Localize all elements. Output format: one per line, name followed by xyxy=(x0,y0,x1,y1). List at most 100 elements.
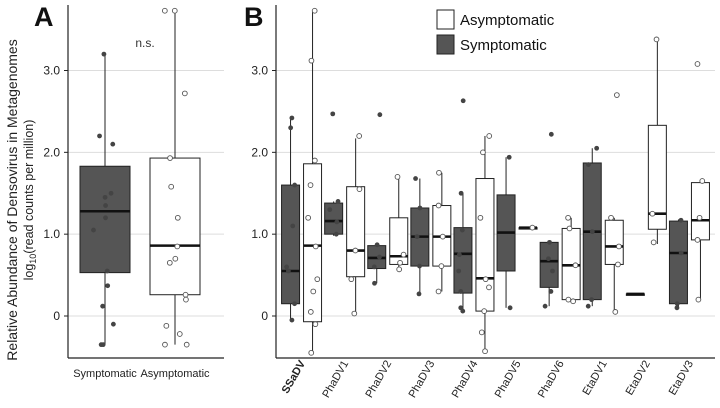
panel-a-asymptomatic-point xyxy=(183,341,190,348)
data-points xyxy=(91,7,706,356)
panel-a-symptomatic-point xyxy=(110,321,116,327)
panel-b-ytick-label: 1.0 xyxy=(251,227,268,241)
panel-b-etadv3-asymptomatic-point xyxy=(694,237,701,243)
panel-b-ssadv-asymptomatic-point xyxy=(308,57,315,64)
y-axis-title: Relative Abundance of Densovirus in Meta… xyxy=(4,39,20,360)
panel-a-symptomatic-category-label: Symptomatic xyxy=(73,368,137,380)
axes xyxy=(64,5,715,359)
panel-b-phadv2-asymptomatic-point xyxy=(400,251,407,258)
panel-b-phadv2-asymptomatic-point xyxy=(397,259,403,266)
panel-a-ytick-label: 3.0 xyxy=(43,64,60,78)
panel-b-phadv5-category-label: PhaDV5 xyxy=(493,359,524,400)
boxplots xyxy=(79,10,710,353)
panel-b-phadv4-symptomatic-point xyxy=(456,252,462,258)
panel-a-symptomatic-point xyxy=(104,268,110,274)
panel-b-etadv3-asymptomatic-point xyxy=(695,296,702,303)
panel-b-phadv1-symptomatic-point xyxy=(334,219,340,225)
panel-b-etadv3-symptomatic-point xyxy=(674,305,680,311)
panel-b-ssadv-asymptomatic-point xyxy=(307,182,314,188)
panel-b-ssadv-symptomatic-point xyxy=(289,317,295,323)
panel-b-etadv3-asymptomatic-point xyxy=(694,61,701,67)
panel-b-phadv1-symptomatic-point xyxy=(333,231,339,237)
panel-b-etadv1-asymptomatic-point xyxy=(616,243,622,250)
panel-b-ssadv-symptomatic-point xyxy=(292,182,298,188)
panel-b-etadv1-asymptomatic-point xyxy=(608,214,614,221)
panel-b-phadv1-category-label: PhaDV1 xyxy=(320,359,351,400)
panel-b-phadv4-asymptomatic-point xyxy=(481,308,488,314)
panel-b-etadv3-symptomatic-box xyxy=(668,220,688,305)
panel-b-phadv1-asymptomatic-point xyxy=(352,247,359,254)
panel-a-asymptomatic-point xyxy=(171,7,178,14)
panel-b-phadv6-category-label: PhaDV6 xyxy=(536,359,567,400)
panel-b-phadv4-asymptomatic-point xyxy=(478,329,485,336)
panel-b-phadv4-asymptomatic-point xyxy=(480,149,486,156)
panel-b-phadv5-asymptomatic-point xyxy=(529,224,536,231)
panel-b-etadv2-category-label: EtaDV2 xyxy=(624,359,653,398)
panel-b-etadv2-asymptomatic-box xyxy=(647,124,667,230)
panel-b-ssadv-symptomatic-point xyxy=(290,223,296,229)
panel-b-etadv1-asymptomatic-box xyxy=(604,219,624,265)
panel-b-phadv2-category-label: PhaDV2 xyxy=(363,359,394,400)
panel-b-phadv6-symptomatic-box xyxy=(539,241,559,288)
panel-a-asymptomatic-point xyxy=(183,296,189,303)
panel-b-phadv1-asymptomatic-point xyxy=(356,186,363,193)
panel-b-etadv1-symptomatic-point xyxy=(585,303,591,309)
panel-b-ssadv-symptomatic-point xyxy=(289,115,295,121)
panel-b-phadv6-symptomatic-point xyxy=(547,239,552,245)
panel-b-phadv1-symptomatic-point xyxy=(335,199,341,204)
panel-b-etadv2-asymptomatic-point xyxy=(653,36,660,43)
panel-b-ssadv-asymptomatic-box xyxy=(303,163,323,323)
panel-a-symptomatic-point xyxy=(101,51,107,57)
panel-b-phadv1-symptomatic-point xyxy=(327,207,333,213)
panel-b-phadv1-asymptomatic-point xyxy=(351,310,358,317)
panel-b-phadv1-asymptomatic-point xyxy=(356,133,363,139)
panel-b-phadv6-symptomatic-point xyxy=(548,131,554,137)
legend-swatch-asymptomatic xyxy=(436,9,455,30)
panel-b-ssadv-symptomatic-point xyxy=(285,268,291,274)
panel-b-etadv3-category-label: EtaDV3 xyxy=(667,359,696,398)
panel-b-phadv3-symptomatic-point xyxy=(416,291,422,297)
panel-a-ytick-label: 0 xyxy=(53,309,60,323)
panel-b-phadv4-symptomatic-point xyxy=(460,98,466,104)
panel-b-phadv2-symptomatic-point xyxy=(374,242,380,248)
panel-b-phadv6-asymptomatic-point xyxy=(572,262,579,269)
panel-b-phadv4-symptomatic-box xyxy=(453,227,473,294)
panel-b-phadv3-category-label: PhaDV3 xyxy=(407,359,438,400)
panel-b-ssadv-category-label: SSaDV xyxy=(280,358,309,396)
y-axis-subtitle-group: log10(read counts per million) xyxy=(22,120,38,281)
panel-b-phadv4-asymptomatic-box xyxy=(475,178,495,312)
panel-b-etadv3-asymptomatic-point xyxy=(699,178,706,184)
panel-a-asymptomatic-point xyxy=(174,243,181,250)
panel-a-letter: A xyxy=(34,2,54,32)
y-axis-subtitle: log10(read counts per million) xyxy=(22,120,38,281)
panel-b-phadv3-asymptomatic-point xyxy=(436,169,442,176)
panel-b-phadv6-symptomatic-point xyxy=(548,289,554,294)
panel-a-asymptomatic-box xyxy=(149,157,201,296)
panel-b-phadv1-asymptomatic-box xyxy=(346,186,366,278)
panel-a-ytick-label: 2.0 xyxy=(43,145,60,159)
panel-a-asymptomatic-point xyxy=(182,291,189,298)
panel-b-phadv2-symptomatic-point xyxy=(372,280,377,286)
panel-b-ssadv-asymptomatic-point xyxy=(311,7,318,14)
panel-b-phadv4-asymptomatic-point xyxy=(482,276,489,283)
panel-a-symptomatic-point xyxy=(97,133,102,139)
legend-label-symptomatic: Symptomatic xyxy=(460,37,547,54)
panel-a-asymptomatic-point xyxy=(167,155,173,161)
panel-b-ssadv-asymptomatic-point xyxy=(305,214,312,221)
panel-b-phadv4-symptomatic-point xyxy=(460,308,466,314)
panel-b-phadv6-asymptomatic-point xyxy=(565,296,572,303)
panel-a-asymptomatic-point xyxy=(168,183,175,190)
panel-a-symptomatic-point xyxy=(105,283,111,289)
panel-a-asymptomatic-point xyxy=(174,214,181,221)
panel-b-ssadv-asymptomatic-point xyxy=(312,321,319,328)
panel-b-phadv6-asymptomatic-point xyxy=(566,225,573,232)
panel-b-ssadv-symptomatic-box xyxy=(281,184,301,305)
panel-b-etadv3-symptomatic-point xyxy=(678,250,684,256)
panel-a-asymptomatic-category-label: Asymptomatic xyxy=(140,368,210,380)
panel-a-asymptomatic-point xyxy=(163,322,170,329)
panel-a-symptomatic-point xyxy=(100,342,106,348)
panel-b-phadv4-asymptomatic-point xyxy=(486,133,493,139)
panel-b-ssadv-asymptomatic-point xyxy=(314,276,321,283)
panel-b-phadv4-symptomatic-point xyxy=(458,289,464,294)
